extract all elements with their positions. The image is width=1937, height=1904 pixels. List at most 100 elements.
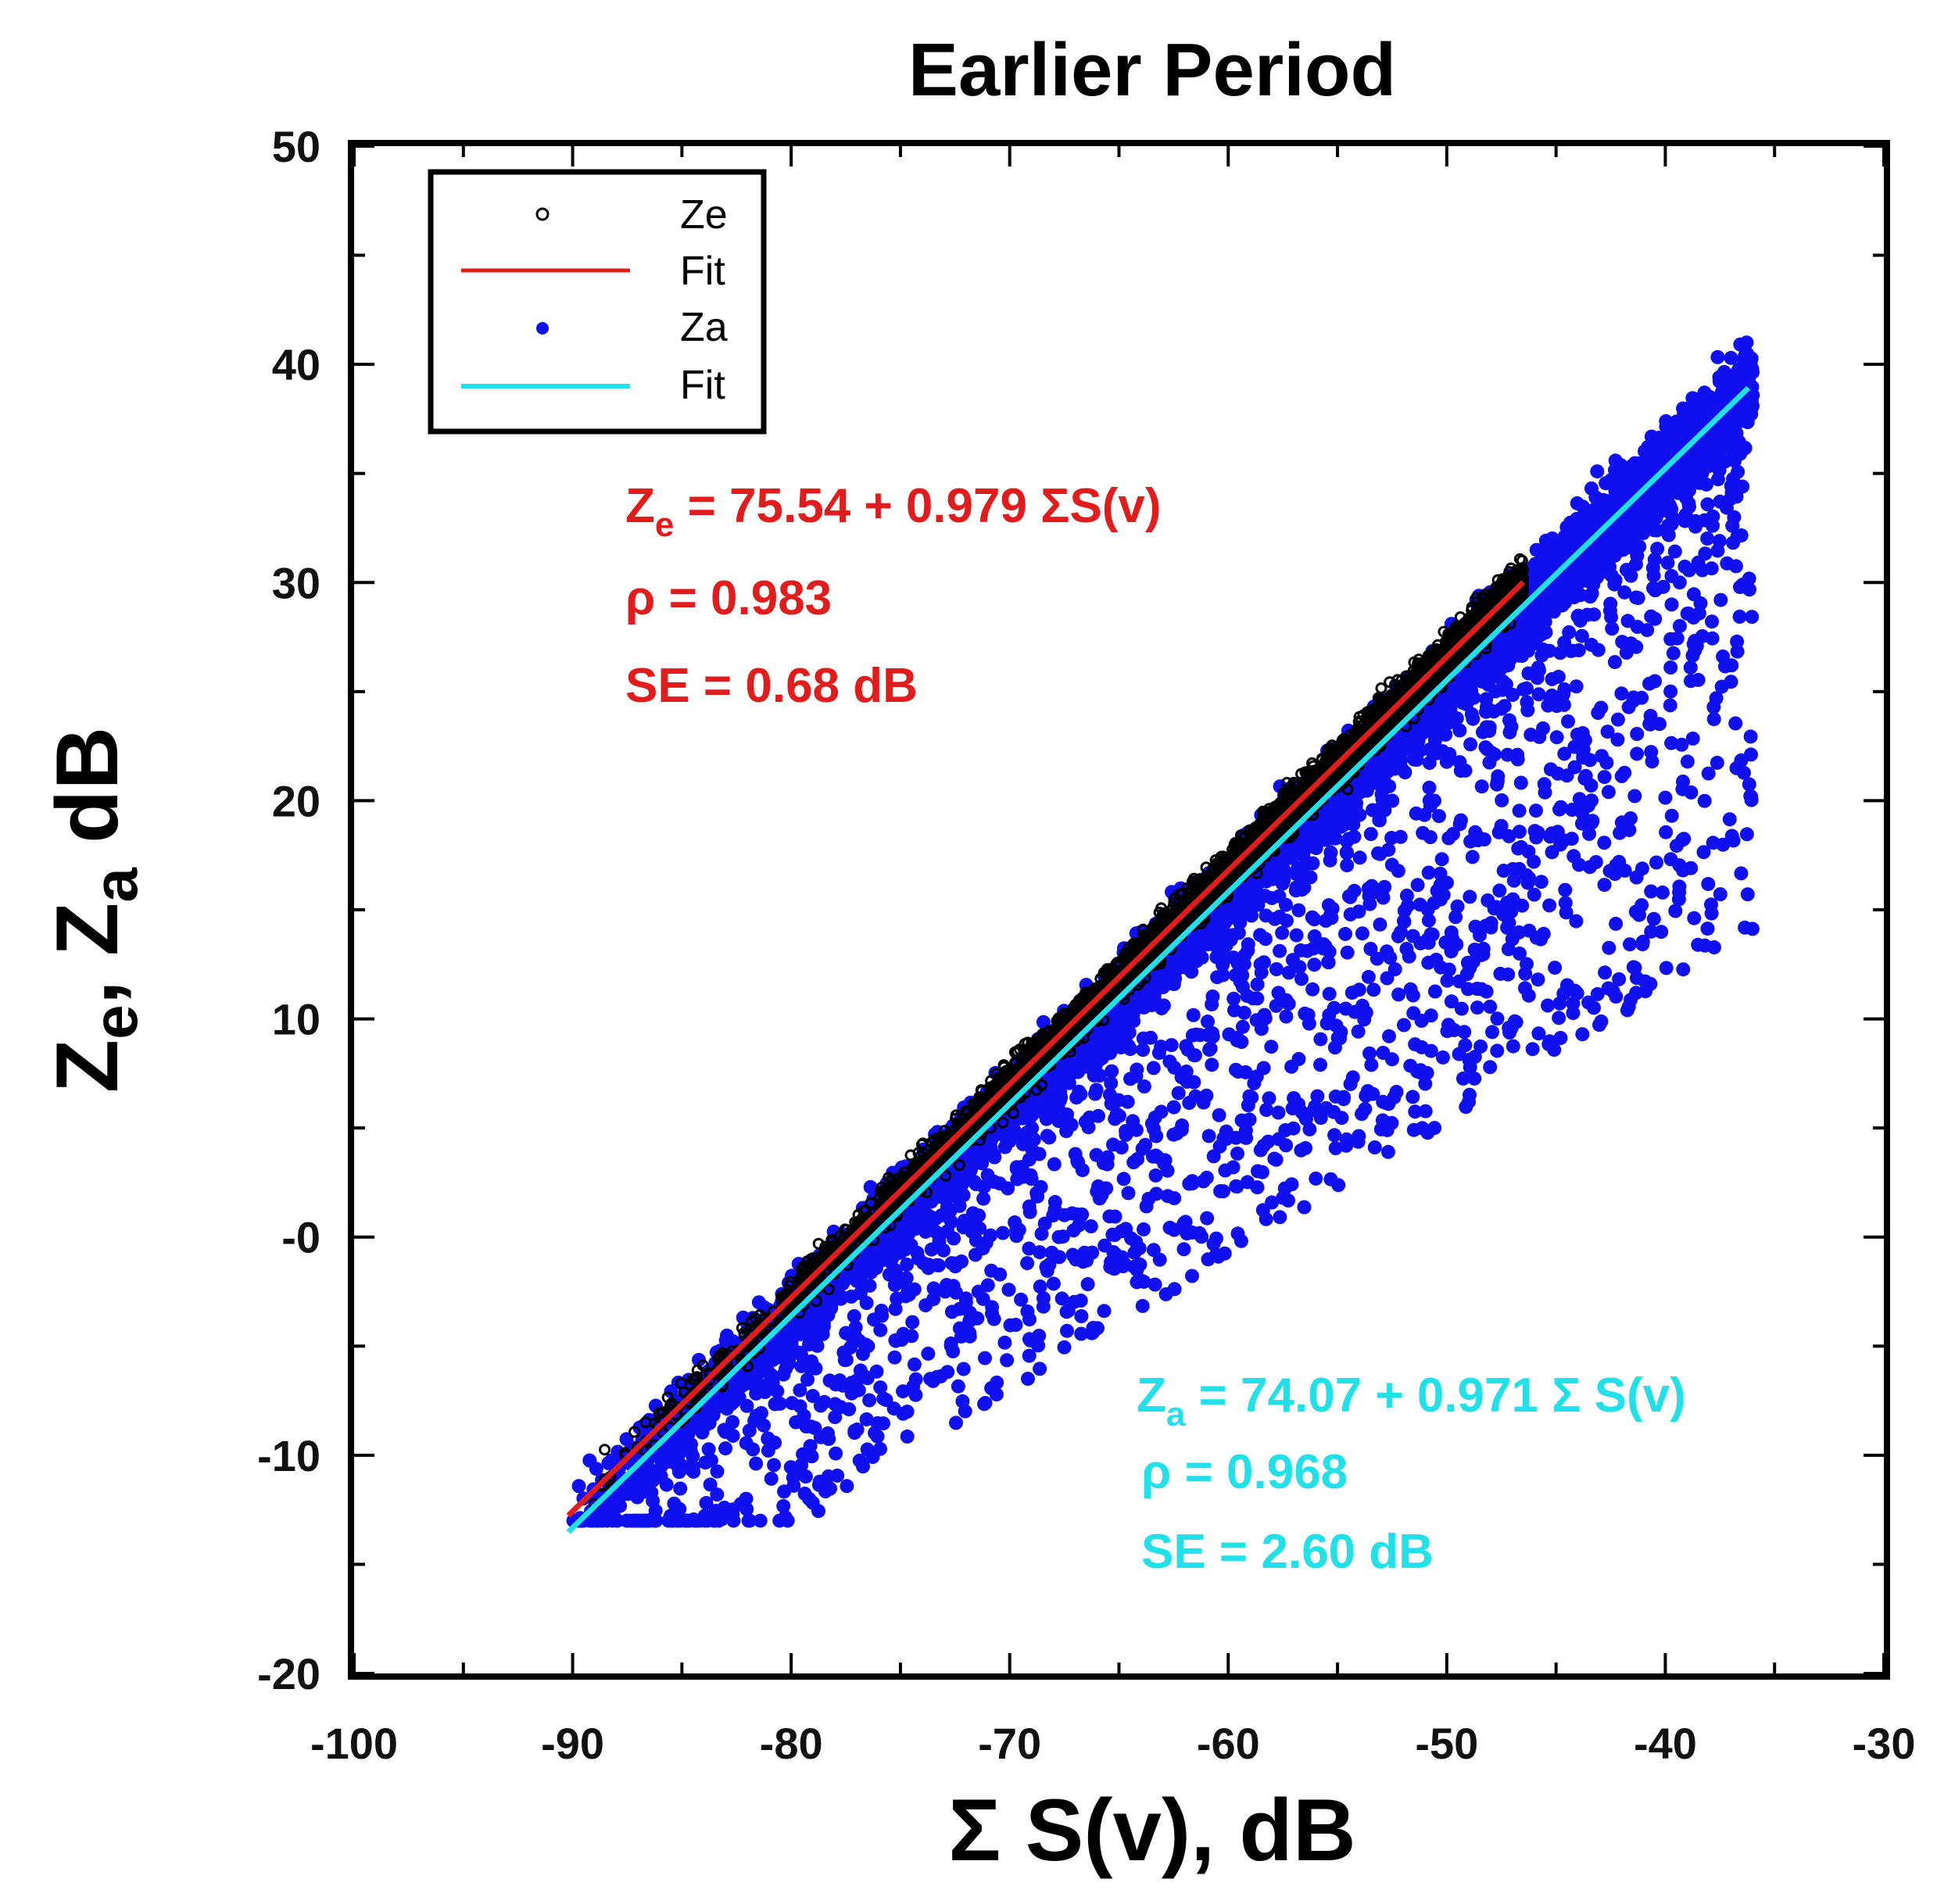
- za-point: [1742, 571, 1756, 586]
- za-point: [1623, 937, 1637, 952]
- za-point: [1340, 945, 1355, 960]
- za-point: [1254, 1022, 1269, 1036]
- za-point: [1130, 1262, 1144, 1277]
- za-point: [1397, 1018, 1411, 1033]
- za-point: [1527, 887, 1541, 902]
- za-point: [859, 1412, 874, 1426]
- za-point: [1033, 1245, 1047, 1260]
- za-point: [1536, 642, 1551, 657]
- za-point: [1510, 752, 1525, 767]
- za-point: [1602, 940, 1617, 955]
- za-point: [1664, 808, 1679, 823]
- za-point: [1621, 700, 1636, 714]
- za-point: [1418, 1076, 1433, 1091]
- za-point: [1380, 944, 1395, 959]
- za-point: [1264, 1040, 1279, 1054]
- za-point: [980, 1278, 995, 1293]
- za-point: [1218, 1163, 1233, 1178]
- za-point: [1176, 1242, 1191, 1257]
- za-point: [1680, 754, 1695, 769]
- za-point: [870, 1415, 885, 1430]
- za-point: [1599, 476, 1613, 491]
- za-point: [1482, 724, 1497, 739]
- za-point: [1521, 666, 1536, 681]
- za-point: [1745, 922, 1760, 936]
- za-point: [1492, 883, 1507, 898]
- za-point: [1104, 1075, 1119, 1090]
- za-point: [1042, 1130, 1057, 1145]
- za-point: [1541, 998, 1556, 1013]
- za-point: [887, 1350, 902, 1365]
- za-point: [1483, 1000, 1498, 1014]
- za-point: [1574, 628, 1589, 643]
- za-point: [995, 1226, 1010, 1240]
- za-point: [1273, 1210, 1287, 1225]
- za-point: [862, 1393, 877, 1408]
- za-point: [1309, 1171, 1323, 1186]
- za-point: [1525, 1042, 1540, 1057]
- za-point: [1352, 982, 1366, 997]
- za-point: [1566, 1006, 1581, 1020]
- za-point: [1490, 1043, 1505, 1058]
- za-point: [968, 1247, 983, 1262]
- za-point: [1612, 972, 1627, 986]
- za-point: [1358, 1101, 1373, 1116]
- za-point: [659, 1477, 674, 1492]
- za-point: [1627, 961, 1642, 975]
- za-point: [1627, 789, 1642, 803]
- za-point: [1279, 1138, 1294, 1153]
- za-point: [1322, 1007, 1337, 1022]
- za-point: [1643, 708, 1658, 723]
- za-point: [1433, 866, 1448, 881]
- za-point: [1241, 943, 1255, 957]
- za-point: [1148, 1168, 1163, 1183]
- za-point: [1307, 957, 1322, 972]
- za-point: [1676, 962, 1691, 977]
- za-point: [1722, 812, 1737, 827]
- za-point: [768, 1397, 782, 1412]
- za-point: [776, 1498, 791, 1513]
- za-point: [1435, 1050, 1450, 1065]
- za-point: [1710, 755, 1724, 770]
- za-point: [718, 1441, 732, 1456]
- za-point: [1427, 1121, 1442, 1136]
- za-point: [1352, 850, 1367, 865]
- za-point: [1040, 1263, 1054, 1278]
- za-point: [701, 1442, 716, 1457]
- za-point: [1728, 716, 1743, 731]
- za-point: [1522, 923, 1537, 938]
- za-point: [1459, 1100, 1473, 1115]
- za-point: [944, 1256, 959, 1271]
- za-point: [1355, 926, 1370, 941]
- za-point: [1297, 1200, 1312, 1215]
- za-point: [1074, 1309, 1089, 1323]
- za-point: [1490, 1011, 1505, 1026]
- za-point: [1663, 660, 1678, 675]
- za-point: [888, 1301, 903, 1316]
- za-point: [1670, 631, 1685, 646]
- za-point: [1136, 1043, 1151, 1058]
- za-point: [1427, 793, 1441, 808]
- za-point: [924, 1242, 939, 1257]
- za-point: [867, 1312, 881, 1327]
- za-point: [1001, 1283, 1016, 1297]
- za-point: [1559, 905, 1574, 920]
- za-point: [1513, 947, 1527, 961]
- za-point: [1405, 1090, 1420, 1104]
- za-point: [844, 1289, 859, 1304]
- za-point: [1033, 1362, 1047, 1376]
- za-point: [1406, 1006, 1421, 1021]
- za-point: [1601, 785, 1616, 800]
- za-point: [907, 1357, 922, 1372]
- za-point: [1726, 471, 1741, 486]
- za-point: [1305, 856, 1320, 871]
- za-point: [1485, 1025, 1499, 1040]
- za-point: [1014, 1292, 1029, 1307]
- za-point: [1421, 913, 1436, 928]
- za-point: [1427, 896, 1441, 911]
- za-point: [1121, 1186, 1136, 1201]
- za-point: [1672, 619, 1687, 633]
- za-point: [780, 1513, 795, 1528]
- za-point: [1008, 1318, 1023, 1332]
- za-point: [1534, 875, 1549, 889]
